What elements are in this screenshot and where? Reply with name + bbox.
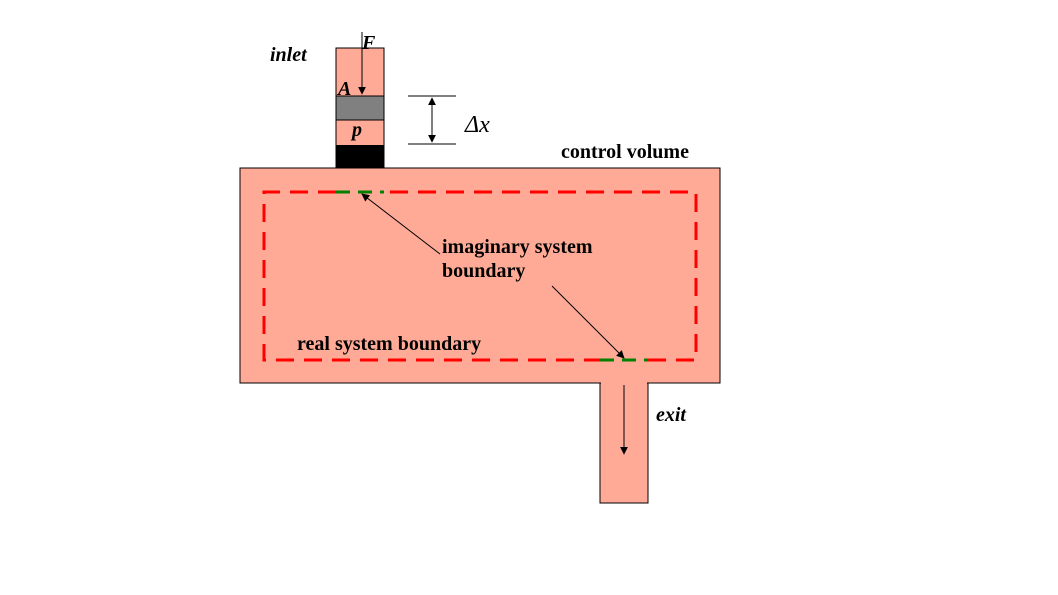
- real-boundary-label: real system boundary: [297, 333, 481, 355]
- inlet-label: inlet: [270, 44, 308, 66]
- pressure-label: p: [350, 119, 362, 141]
- exit-label: exit: [656, 404, 687, 426]
- imaginary-pointer-exit: [551, 285, 625, 359]
- imaginary-boundary-label-line2: boundary: [442, 260, 525, 282]
- force-label: F: [361, 32, 376, 54]
- area-label: A: [336, 78, 351, 100]
- control-volume-chamber: [239, 167, 721, 384]
- delta-x-label: Δx: [464, 112, 490, 138]
- imaginary-boundary-label-line1: imaginary system: [442, 236, 593, 258]
- imaginary-pointer-inlet: [361, 193, 441, 255]
- piston: [335, 95, 385, 121]
- inlet-plug: [336, 145, 384, 168]
- real-system-boundary: [262, 190, 698, 362]
- control-volume-label: control volume: [561, 141, 689, 163]
